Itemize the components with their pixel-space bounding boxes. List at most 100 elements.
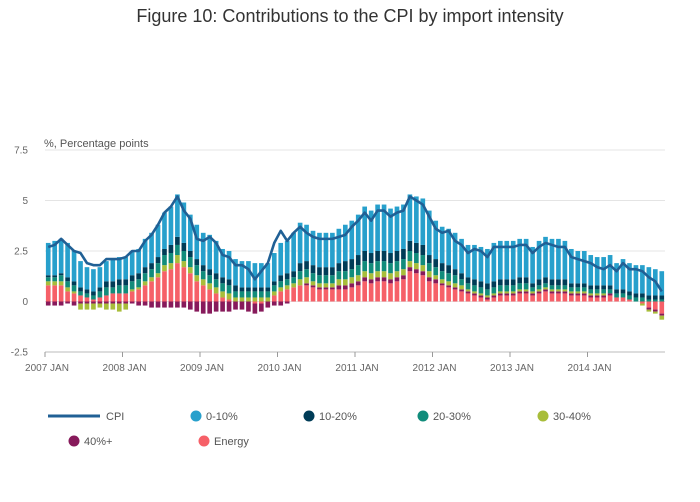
bar-segment: [562, 285, 568, 290]
bar-segment: [239, 297, 245, 302]
bar-segment: [607, 285, 613, 290]
bar-segment: [149, 269, 154, 278]
bar-segment: [110, 301, 116, 304]
bar-segment: [220, 301, 225, 312]
bar-segment: [104, 281, 109, 288]
bar-segment: [226, 251, 232, 280]
bar-segment: [291, 283, 296, 288]
bar-segment: [575, 251, 581, 284]
x-tick-label: 2014 JAN: [568, 363, 612, 374]
bar-segment: [330, 232, 335, 268]
bar-segment: [239, 301, 245, 310]
bar-segment: [175, 244, 180, 256]
bar-segment: [362, 251, 368, 262]
bars-layer: [45, 194, 665, 320]
bar-segment: [71, 293, 77, 302]
bar-segment: [291, 271, 296, 278]
bar-segment: [640, 303, 645, 306]
bar-segment: [259, 291, 264, 298]
bar-segment: [594, 297, 600, 302]
bar-segment: [175, 255, 180, 264]
bar-segment: [220, 291, 225, 298]
bar-segment: [607, 293, 613, 296]
bar-segment: [388, 279, 393, 284]
bar-segment: [569, 291, 574, 294]
legend-label[interactable]: 10-20%: [319, 411, 357, 423]
bar-segment: [530, 291, 535, 294]
legend-label[interactable]: 20-30%: [433, 411, 471, 423]
legend-label[interactable]: CPI: [106, 411, 124, 423]
bar-segment: [58, 285, 64, 302]
bar-segment: [310, 265, 316, 274]
bar-segment: [588, 289, 594, 294]
bar-segment: [459, 238, 464, 274]
bar-segment: [207, 269, 213, 276]
legend-dot-swatch[interactable]: [537, 410, 549, 422]
bar-segment: [459, 273, 464, 280]
bar-segment: [155, 263, 161, 274]
bar-segment: [607, 255, 613, 286]
bar-segment: [472, 279, 477, 286]
bar-segment: [491, 293, 497, 296]
bar-segment: [375, 204, 380, 251]
bar-segment: [284, 301, 290, 304]
bar-segment: [569, 295, 574, 302]
legend-dot-swatch[interactable]: [303, 410, 315, 422]
bar-segment: [472, 291, 477, 294]
legend-label[interactable]: 30-40%: [553, 411, 591, 423]
bar-segment: [349, 269, 355, 278]
bar-segment: [510, 285, 516, 292]
bar-segment: [116, 293, 122, 302]
legend-label[interactable]: Energy: [214, 436, 249, 448]
bar-segment: [342, 289, 348, 302]
bar-segment: [129, 301, 135, 304]
bar-segment: [123, 303, 129, 310]
bar-segment: [297, 279, 303, 286]
bar-segment: [536, 240, 542, 280]
legend-dot-swatch[interactable]: [190, 410, 202, 422]
bar-segment: [414, 242, 419, 254]
cpi-line: [47, 195, 663, 293]
bar-segment: [523, 238, 529, 278]
bar-segment: [97, 301, 103, 304]
bar-segment: [97, 297, 103, 302]
legend-label[interactable]: 40%+: [84, 436, 112, 448]
legend-dot-swatch[interactable]: [198, 435, 210, 447]
y-tick-label: 2.5: [14, 247, 28, 258]
bar-segment: [549, 285, 555, 290]
legend-label[interactable]: 0-10%: [206, 411, 238, 423]
bar-segment: [252, 291, 258, 298]
bar-segment: [627, 299, 632, 302]
bar-segment: [562, 289, 568, 292]
bar-segment: [355, 214, 361, 256]
bar-segment: [78, 291, 83, 296]
bar-segment: [472, 244, 477, 280]
bar-segment: [187, 214, 193, 251]
y-tick-label: 5: [22, 196, 28, 207]
bar-segment: [504, 279, 510, 286]
legend-dot-swatch[interactable]: [68, 435, 80, 447]
bar-segment: [213, 287, 219, 294]
bar-segment: [414, 253, 419, 264]
bar-segment: [388, 253, 393, 264]
bar-segment: [349, 220, 355, 260]
bar-segment: [485, 248, 490, 284]
bar-segment: [45, 301, 51, 306]
bar-segment: [226, 299, 232, 302]
bar-segment: [504, 295, 510, 302]
bar-segment: [556, 289, 561, 292]
bar-segment: [342, 261, 348, 272]
bar-segment: [627, 291, 632, 296]
bar-segment: [375, 281, 380, 302]
bar-segment: [349, 287, 355, 302]
bar-segment: [375, 277, 380, 282]
bar-segment: [581, 295, 587, 302]
legend-dot-swatch[interactable]: [417, 410, 429, 422]
bar-segment: [368, 210, 374, 254]
bar-segment: [543, 277, 548, 284]
bar-segment: [304, 277, 309, 284]
bar-segment: [640, 265, 645, 294]
bar-segment: [91, 291, 96, 296]
bar-segment: [342, 285, 348, 290]
bar-segment: [556, 279, 561, 286]
